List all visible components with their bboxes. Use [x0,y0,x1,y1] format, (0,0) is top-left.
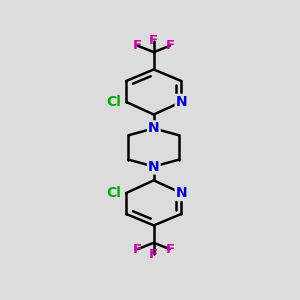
Text: Cl: Cl [106,95,122,109]
Text: Cl: Cl [106,186,122,200]
Text: F: F [149,34,158,47]
Text: N: N [176,95,187,109]
Text: N: N [148,122,160,135]
Text: N: N [148,160,160,173]
Text: N: N [176,186,187,200]
Text: F: F [165,39,175,52]
Text: F: F [149,248,158,261]
Text: F: F [133,39,142,52]
Text: F: F [133,243,142,256]
Text: F: F [165,243,175,256]
